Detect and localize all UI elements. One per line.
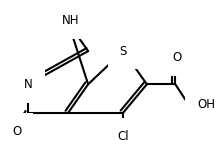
- Text: N: N: [24, 78, 33, 91]
- Text: S: S: [119, 45, 127, 58]
- Text: O: O: [173, 51, 182, 64]
- Text: O: O: [13, 125, 22, 138]
- Text: Cl: Cl: [117, 130, 129, 143]
- Text: OH: OH: [197, 98, 215, 111]
- Text: NH: NH: [61, 14, 79, 27]
